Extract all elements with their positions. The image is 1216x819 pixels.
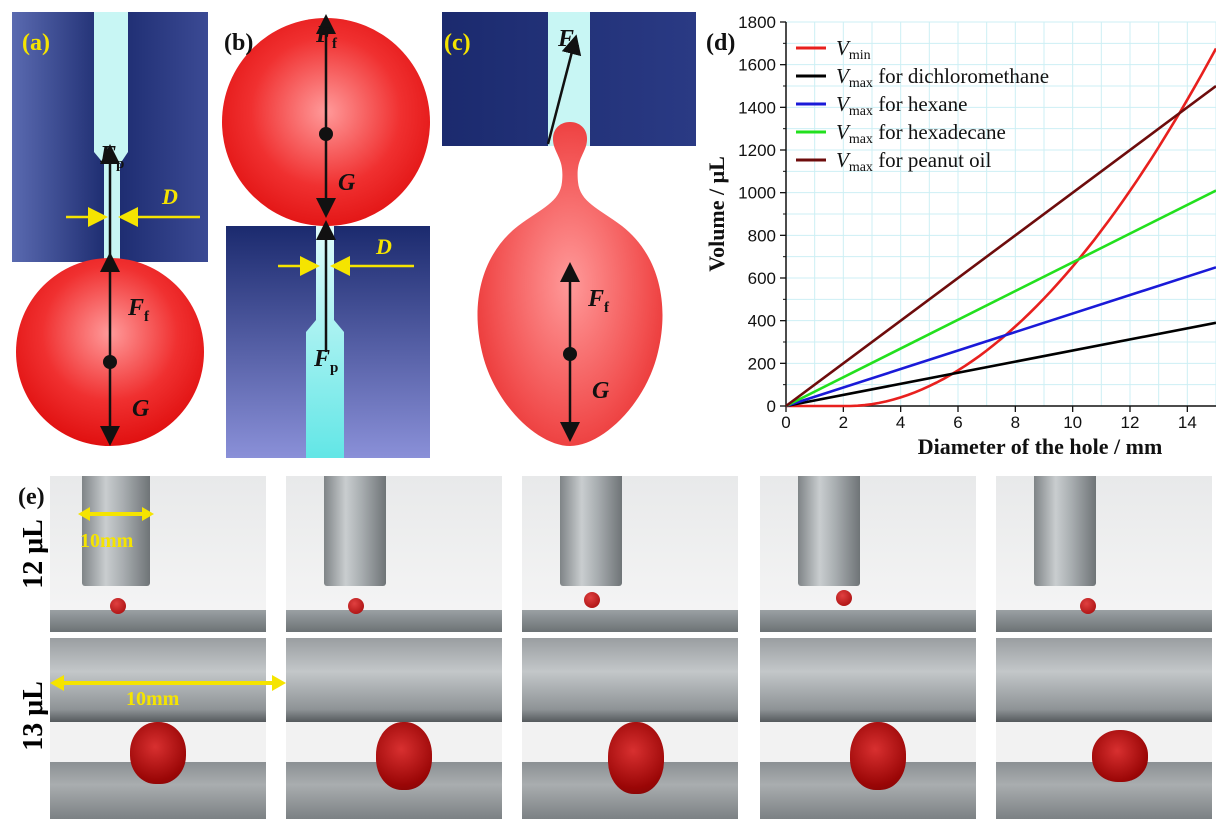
droplet (850, 722, 906, 790)
y-tick-label: 1400 (738, 98, 776, 117)
droplet (836, 590, 852, 606)
scale-label-12ul: 10mm (80, 530, 134, 552)
metal-rod (82, 476, 150, 586)
gravity-label-c: G (592, 378, 610, 404)
droplet (376, 722, 432, 790)
y-tick-label: 200 (748, 354, 776, 373)
legend-entry: Vmax for dichloromethane (836, 64, 1049, 91)
y-tick-label: 1000 (738, 184, 776, 203)
x-tick-label: 4 (896, 413, 905, 432)
metal-rod (798, 476, 860, 586)
y-tick-label: 600 (748, 269, 776, 288)
x-tick-label: 8 (1011, 413, 1020, 432)
volume-diameter-chart: 0 200 400 600 800 1000 1200 1400 1600 1800 0 2 4 6 8 10… (704, 13, 1216, 459)
droplet (130, 722, 186, 784)
scale-arrow-13ul (50, 675, 286, 691)
photo-12ul (522, 476, 738, 632)
panel-a-diagram (12, 12, 208, 446)
scale-arrow-12ul (78, 507, 154, 521)
series-line (785, 84, 1216, 408)
metal-disc (50, 638, 266, 722)
metal-rod (560, 476, 622, 586)
y-tick-label: 800 (748, 226, 776, 245)
panel-c-label: (c) (444, 30, 471, 56)
series-line (785, 321, 1216, 408)
panel-a-label: (a) (22, 30, 50, 56)
series-line (785, 189, 1216, 408)
droplet (584, 592, 600, 608)
y-tick-label: 1800 (738, 13, 776, 32)
panel-d-label: (d) (706, 30, 736, 56)
y-tick-label: 1600 (738, 56, 776, 75)
x-tick-label: 0 (781, 413, 790, 432)
photo-13ul (522, 638, 738, 819)
photo-12ul (760, 476, 976, 632)
diameter-d-label-a: D (162, 184, 178, 209)
force-ff-label-b: Ff (316, 22, 338, 52)
substrate (286, 610, 502, 632)
panel-b-label: (b) (224, 30, 254, 56)
substrate (50, 610, 266, 632)
substrate (996, 610, 1212, 632)
series-line (786, 47, 1216, 408)
force-fp-label-a: Fp (100, 142, 125, 172)
panel-c-diagram (442, 12, 696, 446)
scale-label-13ul: 10mm (126, 688, 180, 710)
x-tick-label: 2 (839, 413, 848, 432)
y-tick-label: 1200 (738, 141, 776, 160)
droplet (1080, 598, 1096, 614)
y-tick-label: 400 (748, 312, 776, 331)
photo-12ul (286, 476, 502, 632)
droplet (348, 598, 364, 614)
metal-rod (324, 476, 386, 586)
y-tick-label: 0 (767, 397, 776, 416)
metal-disc (286, 638, 502, 722)
series-line (785, 266, 1216, 408)
photo-13ul (286, 638, 502, 819)
photo-12ul (50, 476, 266, 632)
droplet (608, 722, 664, 794)
metal-disc (522, 638, 738, 722)
substrate (760, 610, 976, 632)
photo-13ul (996, 638, 1212, 819)
metal-disc (996, 638, 1212, 722)
x-tick-label: 6 (953, 413, 962, 432)
x-tick-label: 10 (1063, 413, 1082, 432)
y-axis-label: Volume / μL (704, 156, 729, 272)
photo-13ul (50, 638, 266, 819)
legend-entry: Vmin (836, 36, 871, 63)
force-fs-label-c: Fs (558, 26, 580, 56)
force-ff-label-c: Ff (588, 286, 610, 316)
legend-entry: Vmax for peanut oil (836, 148, 991, 175)
legend-entry: Vmax for hexadecane (836, 120, 1006, 147)
metal-disc (760, 638, 976, 722)
row-13ul-label: 13 μL (18, 681, 49, 751)
gravity-label-b: G (338, 170, 356, 196)
droplet (110, 598, 126, 614)
force-ff-label-a: Ff (128, 295, 150, 325)
panel-e-label: (e) (18, 484, 45, 510)
legend-entry: Vmax for hexane (836, 92, 967, 119)
panel-b-diagram (222, 14, 430, 458)
photo-12ul (996, 476, 1212, 632)
gravity-label-a: G (132, 396, 150, 422)
metal-rod (1034, 476, 1096, 586)
x-tick-label: 12 (1121, 413, 1140, 432)
photo-13ul (760, 638, 976, 819)
diameter-d-label-b: D (376, 234, 392, 259)
x-axis-label: Diameter of the hole / mm (918, 434, 1163, 459)
x-tick-label: 14 (1178, 413, 1197, 432)
force-fp-label-b: Fp (314, 346, 339, 376)
droplet (1092, 730, 1148, 782)
substrate (522, 610, 738, 632)
row-12ul-label: 12 μL (18, 519, 49, 589)
